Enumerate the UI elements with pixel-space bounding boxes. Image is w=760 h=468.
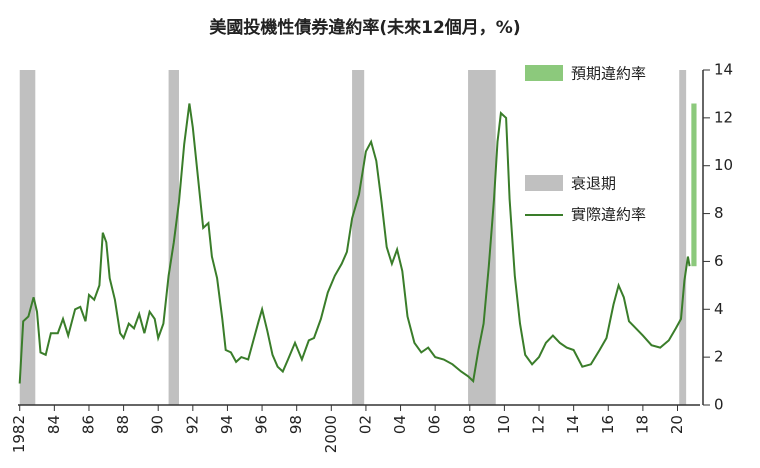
x-tick-label: 96 bbox=[253, 415, 271, 434]
x-tick-label: 98 bbox=[287, 415, 305, 434]
chart-title: 美國投機性債券違約率(未來12個月，%) bbox=[209, 17, 520, 38]
x-tick-label: 90 bbox=[149, 415, 167, 434]
legend-label: 預期違約率 bbox=[571, 65, 646, 83]
x-tick-label: 04 bbox=[391, 415, 409, 434]
x-tick-label: 20 bbox=[668, 415, 686, 434]
x-tick-label: 18 bbox=[633, 415, 651, 434]
y-tick-label: 0 bbox=[714, 396, 724, 414]
y-tick-label: 4 bbox=[714, 300, 724, 318]
y-tick-label: 6 bbox=[714, 252, 724, 270]
x-tick-label: 84 bbox=[45, 415, 63, 434]
legend-label: 衰退期 bbox=[571, 175, 616, 193]
legend-label: 實際違約率 bbox=[571, 206, 646, 224]
recession-band bbox=[352, 70, 365, 405]
y-tick-label: 8 bbox=[714, 204, 724, 222]
y-tick-label: 14 bbox=[714, 61, 733, 79]
x-tick-label: 94 bbox=[218, 415, 236, 434]
y-tick-label: 2 bbox=[714, 348, 724, 366]
x-tick-label: 92 bbox=[183, 415, 201, 434]
x-tick-label: 14 bbox=[564, 415, 582, 434]
x-tick-label: 86 bbox=[79, 415, 97, 434]
x-tick-label: 1982 bbox=[10, 415, 28, 453]
y-tick-label: 10 bbox=[714, 156, 733, 174]
x-tick-label: 16 bbox=[599, 415, 617, 434]
forecast-band bbox=[691, 103, 697, 267]
legend-swatch bbox=[525, 175, 563, 191]
x-tick-label: 88 bbox=[114, 415, 132, 434]
x-tick-label: 06 bbox=[426, 415, 444, 434]
x-tick-label: 02 bbox=[356, 415, 374, 434]
y-tick-label: 12 bbox=[714, 108, 733, 126]
recession-band bbox=[679, 70, 687, 405]
series-line bbox=[18, 103, 691, 384]
x-tick-label: 10 bbox=[495, 415, 513, 434]
x-tick-label: 12 bbox=[530, 415, 548, 434]
x-tick-label: 2000 bbox=[322, 415, 340, 453]
x-tick-label: 08 bbox=[460, 415, 478, 434]
legend-swatch bbox=[525, 65, 563, 81]
